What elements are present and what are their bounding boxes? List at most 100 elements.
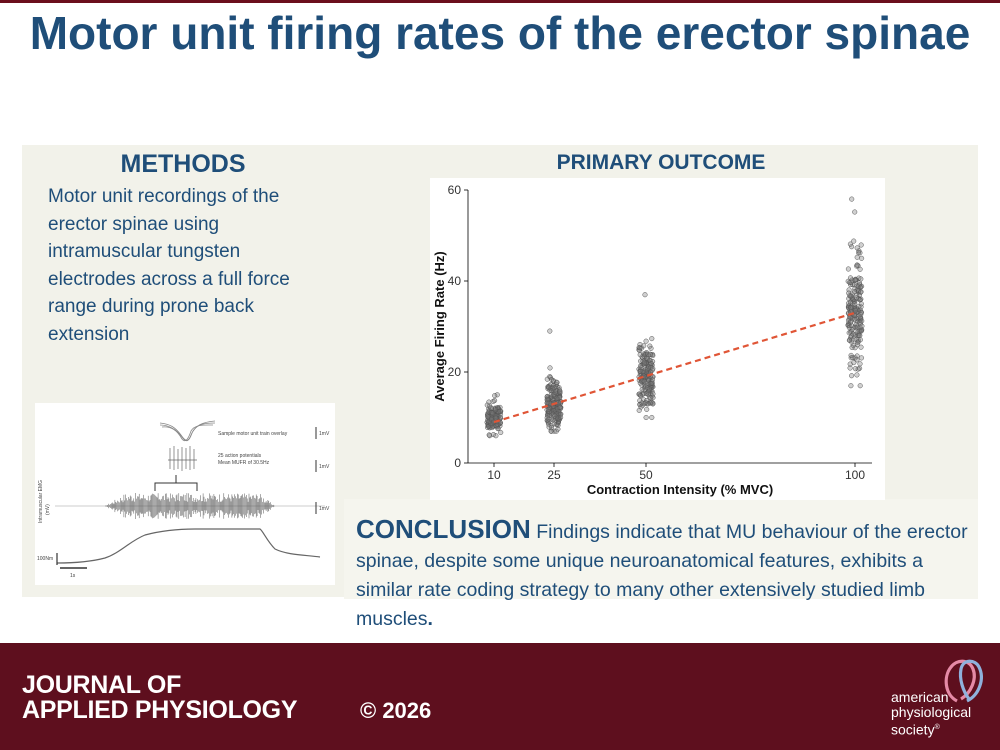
data-point (847, 241, 853, 247)
page-title: Motor unit firing rates of the erector s… (29, 7, 971, 59)
data-point (642, 292, 648, 298)
data-point (647, 343, 653, 349)
data-point (640, 358, 646, 364)
data-point (649, 380, 655, 386)
data-point (544, 396, 550, 402)
scale-label-1: 1mV (319, 431, 330, 437)
data-point (854, 245, 860, 251)
data-point (852, 316, 858, 322)
emg-y-unit: (mV) (45, 504, 51, 515)
data-point (640, 391, 646, 397)
conclusion-panel (344, 499, 978, 599)
data-point (858, 355, 865, 361)
data-point (637, 341, 643, 348)
data-point (643, 338, 649, 344)
data-point (847, 299, 854, 305)
data-point (852, 209, 858, 215)
data-point (544, 393, 550, 399)
data-point (854, 263, 860, 269)
conclusion-body: Findings indicate that MU behaviour of t… (356, 521, 968, 630)
data-point (495, 425, 501, 432)
data-point (492, 407, 498, 413)
data-point (547, 328, 553, 334)
data-point (640, 370, 646, 376)
data-point (848, 352, 854, 358)
data-point (856, 250, 862, 256)
data-point (638, 393, 644, 399)
data-point (849, 196, 855, 202)
data-point (644, 355, 650, 361)
data-point (647, 395, 654, 401)
trendline (493, 311, 856, 424)
data-point (488, 405, 494, 411)
data-point (646, 386, 652, 392)
data-point (848, 279, 854, 285)
data-point (848, 319, 854, 325)
emg-figure-svg: Sample motor unit train overlay 25 actio… (37, 420, 330, 579)
overlay-label: Sample motor unit train overlay (218, 431, 288, 437)
data-point (637, 363, 644, 369)
data-point (550, 385, 556, 391)
data-point (486, 399, 492, 405)
firing-rate-chart: 0 20 40 60 10 25 50 100 Contraction Intensity (%… (430, 178, 885, 500)
conclusion-period: . (427, 608, 433, 630)
data-point (849, 373, 855, 379)
data-point (857, 319, 863, 325)
conclusion-text: CONCLUSION Findings indicate that MU beh… (356, 515, 968, 634)
data-point (854, 254, 860, 260)
data-point (647, 351, 653, 357)
force-scale-label: 100Nm (37, 556, 53, 562)
data-point (547, 395, 553, 401)
selection-bracket (154, 482, 198, 491)
data-point (858, 289, 864, 295)
aps-logo-pink-arc (944, 659, 976, 703)
data-point (846, 330, 852, 336)
journal-line-2: APPLIED PHYSIOLOGY (22, 696, 298, 724)
data-point (854, 372, 860, 378)
data-point (854, 353, 860, 359)
data-point (857, 361, 863, 367)
data-point (852, 307, 858, 313)
data-point (852, 286, 858, 292)
data-point (641, 351, 647, 357)
data-point (852, 277, 858, 283)
journal-line-1: JOURNAL OF (22, 671, 182, 699)
data-point (637, 398, 643, 404)
data-point (547, 365, 553, 371)
data-point (849, 244, 855, 250)
data-point (858, 311, 864, 317)
emg-signal (105, 493, 275, 519)
data-point (857, 266, 863, 272)
data-point (640, 368, 646, 374)
data-point (490, 432, 496, 438)
data-point (847, 293, 853, 299)
data-point (493, 423, 499, 429)
aps-logo-blue-arc (958, 659, 983, 703)
chart-svg: 0 20 40 60 10 25 50 100 Contraction Intensity (%… (432, 183, 872, 497)
data-point (641, 360, 648, 366)
y-tick-label: 60 (448, 183, 462, 197)
emg-figure: Sample motor unit train overlay 25 actio… (35, 403, 335, 585)
data-point (858, 242, 864, 248)
motor-unit-overlay (159, 420, 216, 442)
data-point (486, 432, 492, 438)
data-point (554, 379, 560, 385)
data-point (847, 275, 854, 281)
data-point (852, 301, 858, 307)
data-point (546, 424, 552, 430)
data-point (848, 383, 854, 389)
copyright-text: © 2026 (360, 698, 432, 723)
data-point (845, 266, 851, 272)
emg-y-label: Intramuscular EMG (38, 480, 44, 523)
scale-label-3: 1mV (319, 506, 330, 512)
methods-body: Motor unit recordings of the erector spi… (48, 186, 290, 345)
data-point (548, 428, 554, 434)
data-point (858, 310, 864, 316)
data-point (859, 255, 865, 261)
data-point (650, 391, 656, 397)
data-point (498, 429, 504, 436)
data-point (649, 336, 655, 342)
data-point (650, 353, 656, 359)
data-point (557, 389, 563, 395)
data-point (552, 413, 558, 419)
